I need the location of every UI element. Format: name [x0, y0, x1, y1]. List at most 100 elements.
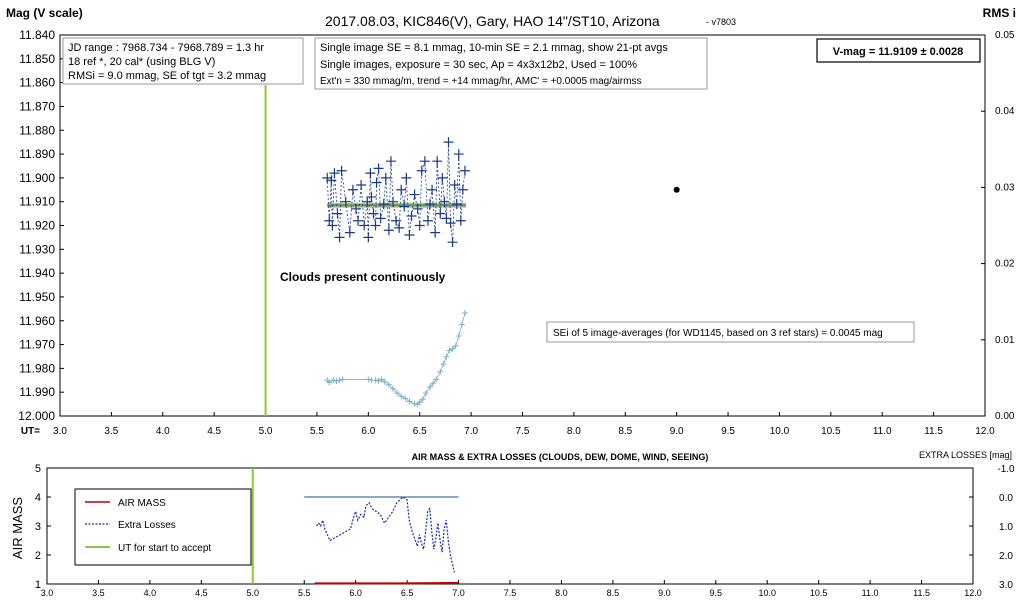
- bottom-x-tick-labels: 3.0 3.5 4.0 4.5 5.0 5.5 6.0 6.5 7.0 7.5 8.0 8.5 9.0 9…: [41, 580, 982, 598]
- rmsi-point: [385, 381, 392, 388]
- rmsi-point: [422, 390, 429, 397]
- top-x-tick-label: 3.5: [104, 426, 118, 437]
- bottom-x-tick-label: 10.0: [758, 588, 776, 598]
- rmsi-point: [433, 376, 440, 383]
- rmsi-point: [390, 385, 396, 392]
- top-x-tick-label: 9.5: [721, 426, 735, 437]
- top-x-tick-label: 5.0: [259, 426, 273, 437]
- top-x-tick-label: 6.0: [361, 426, 375, 437]
- mag-point: [351, 203, 361, 214]
- mag-point: [329, 168, 340, 179]
- top-y-tick-label: 11.990: [19, 385, 55, 399]
- bottom-y-tick-label: 2: [35, 550, 41, 562]
- mag-point: [430, 227, 441, 238]
- reference-dot: [673, 186, 680, 193]
- top-y-tick-label: 11.880: [19, 123, 55, 137]
- rmsi-point: [326, 379, 333, 386]
- bottom-x-tick-label: 10.5: [810, 588, 828, 598]
- mag-point: [370, 220, 381, 231]
- bottom-x-tick-label: 3.5: [92, 588, 105, 598]
- rmsi-point: [406, 398, 413, 405]
- bottom-y2-tick-labels: -1.0 0.0 1.0 2.0 3.0: [969, 464, 1015, 591]
- mag-point: [375, 213, 386, 224]
- info-box-1: [62, 37, 304, 85]
- rmsi-series-points: [324, 310, 468, 408]
- mag-point: [363, 232, 374, 243]
- rmsi-point: [336, 377, 343, 384]
- rmsi-point: [449, 345, 456, 352]
- mag-point: [378, 199, 389, 210]
- mag-point: [322, 172, 333, 183]
- top-y-tick-label: 11.960: [19, 314, 55, 328]
- rmsi-point: [402, 395, 409, 402]
- mag-point: [326, 175, 337, 186]
- mag-point: [327, 220, 338, 231]
- mag-point: [399, 201, 410, 212]
- rmsi-point: [452, 342, 459, 349]
- mag-point: [388, 196, 398, 207]
- rmsi-point: [381, 378, 388, 385]
- rmsi-point: [443, 353, 450, 360]
- top-x-tick-label: 11.5: [924, 426, 943, 437]
- top-y2-tick-label: 0.00: [995, 411, 1015, 422]
- top-y-tick-label: 11.930: [19, 242, 55, 256]
- mag-point: [437, 172, 448, 183]
- rmsi-point: [398, 393, 405, 400]
- rmsi-point: [461, 310, 468, 317]
- mag-point: [401, 172, 412, 183]
- info-box-1-line-2: 18 ref *, 20 cal* (using BLG V): [68, 56, 215, 68]
- mag-point: [445, 218, 456, 229]
- bottom-y2-tick-label: 1.0: [999, 522, 1013, 533]
- mag-point: [441, 213, 452, 224]
- rmsi-point: [416, 399, 423, 406]
- vmag-value: V-mag = 11.9109 ± 0.0028: [833, 46, 964, 58]
- top-x-tick-label: 4.5: [207, 426, 221, 437]
- top-plot-frame: [59, 34, 986, 417]
- bottom-x-tick-label: 7.5: [504, 588, 517, 598]
- bottom-x-tick-label: 8.5: [607, 588, 620, 598]
- mag-point: [425, 199, 435, 210]
- rmsi-point: [411, 400, 418, 407]
- rmsi-point: [437, 368, 444, 375]
- bottom-x-tick-label: 9.0: [658, 588, 671, 598]
- mag-point: [347, 184, 358, 195]
- mag-point: [380, 172, 391, 183]
- mag-point: [334, 232, 345, 243]
- bottom-x-tick-label: 8.0: [555, 588, 568, 598]
- mag-point: [435, 208, 446, 219]
- top-x-tick-label: 7.5: [516, 426, 530, 437]
- top-y-tick-label: 11.910: [19, 195, 55, 209]
- bottom-y-tick-label: 4: [35, 492, 41, 504]
- info-box-2-line-2: Single images, exposure = 30 sec, Ap = 4…: [320, 59, 637, 71]
- mag-point: [365, 168, 376, 179]
- info-box-1-line-3: RMSi = 9.0 mmag, SE of tgt = 3.2 mmag: [68, 70, 266, 82]
- info-box-2: [314, 37, 708, 90]
- airmass-series-line: [314, 581, 459, 585]
- top-x-tick-labels: 3.0 3.5 4.0 4.5 5.0 5.5 6.0 6.5 7.0 7.5 8.0 8.5 9.0 9…: [53, 412, 995, 437]
- mag-point: [457, 184, 468, 195]
- legend-label-losses: Extra Losses: [118, 520, 176, 531]
- bottom-y-tick-labels: 5 4 3 2 1: [35, 463, 51, 591]
- top-y-tick-label: 11.890: [19, 147, 55, 161]
- mag-point: [356, 180, 367, 191]
- bottom-x-tick-label: 9.5: [710, 588, 723, 598]
- mag-point: [394, 222, 405, 233]
- bottom-chart-title: AIR MASS & EXTRA LOSSES (CLOUDS, DEW, DO…: [412, 452, 709, 462]
- mag-point: [368, 208, 379, 219]
- top-x-tick-label: 10.0: [770, 426, 790, 437]
- bottom-x-tick-label: 5.0: [247, 588, 260, 598]
- mag-point: [366, 191, 377, 202]
- top-y-tick-labels: 11.840 11.850 11.860 11.870 11.880 11.890 11.9…: [18, 28, 64, 423]
- bottom-y2-tick-label: 0.0: [999, 493, 1013, 504]
- mag-point: [427, 184, 438, 195]
- top-y-tick-label: 11.900: [19, 171, 55, 185]
- top-y-tick-label: 11.970: [19, 338, 55, 352]
- top-x-tick-label: 8.5: [618, 426, 632, 437]
- rmsi-point: [458, 321, 465, 328]
- mag-point: [449, 180, 460, 191]
- bottom-x-tick-label: 6.5: [401, 588, 414, 598]
- info-box-2-line-3: Ext'n = 330 mmag/m, trend = +14 mmag/hr,…: [320, 76, 641, 87]
- mag-point: [419, 156, 430, 167]
- top-y-tick-label: 11.840: [19, 28, 55, 42]
